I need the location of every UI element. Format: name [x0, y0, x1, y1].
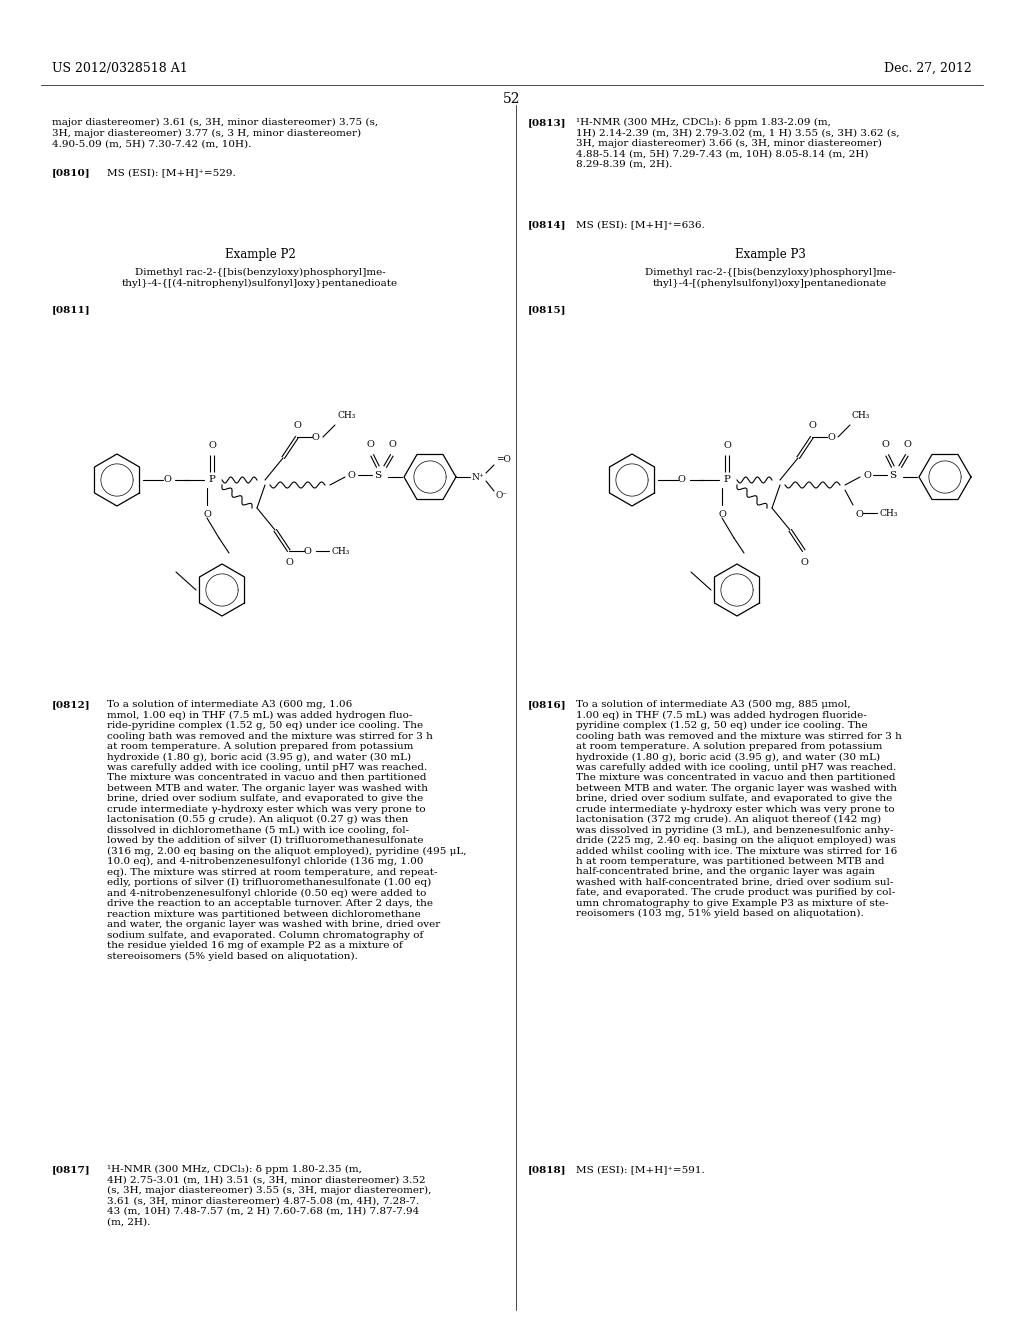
Text: [0817]: [0817]: [52, 1166, 91, 1173]
Text: O: O: [304, 546, 312, 556]
Text: 52: 52: [503, 92, 521, 106]
Text: [0816]: [0816]: [528, 700, 566, 709]
Text: MS (ESI): [M+H]⁺=591.: MS (ESI): [M+H]⁺=591.: [575, 1166, 705, 1173]
Text: Example P2: Example P2: [224, 248, 295, 261]
Text: CH₃: CH₃: [879, 508, 897, 517]
Text: [0812]: [0812]: [52, 700, 91, 709]
Text: MS (ESI): [M+H]⁺=636.: MS (ESI): [M+H]⁺=636.: [575, 220, 705, 228]
Text: S: S: [889, 470, 896, 479]
Text: O: O: [348, 470, 356, 479]
Text: CH₃: CH₃: [337, 411, 355, 420]
Text: [0811]: [0811]: [52, 305, 91, 314]
Text: ¹H-NMR (300 MHz, CDCl₃): δ ppm 1.83-2.09 (m,
1H) 2.14-2.39 (m, 3H) 2.79-3.02 (m,: ¹H-NMR (300 MHz, CDCl₃): δ ppm 1.83-2.09…: [575, 117, 899, 169]
Text: CH₃: CH₃: [331, 546, 349, 556]
Text: =O: =O: [496, 454, 511, 463]
Text: O: O: [388, 440, 396, 449]
Text: S: S: [374, 470, 381, 479]
Text: [0815]: [0815]: [528, 305, 566, 314]
Text: [0814]: [0814]: [528, 220, 566, 228]
Text: O: O: [808, 421, 816, 430]
Text: To a solution of intermediate A3 (500 mg, 885 μmol,
1.00 eq) in THF (7.5 mL) was: To a solution of intermediate A3 (500 mg…: [575, 700, 902, 919]
Text: Dimethyl rac-2-{[bis(benzyloxy)phosphoryl]me-
thyl}-4-[(phenylsulfonyl)oxy]penta: Dimethyl rac-2-{[bis(benzyloxy)phosphory…: [645, 268, 895, 288]
Text: O: O: [881, 440, 889, 449]
Text: O: O: [718, 510, 726, 519]
Text: [0810]: [0810]: [52, 168, 91, 177]
Text: O: O: [855, 510, 863, 519]
Text: Example P3: Example P3: [734, 248, 806, 261]
Text: major diastereomer) 3.61 (s, 3H, minor diastereomer) 3.75 (s,
3H, major diastere: major diastereomer) 3.61 (s, 3H, minor d…: [52, 117, 378, 148]
Text: O: O: [203, 510, 211, 519]
Text: [0818]: [0818]: [528, 1166, 566, 1173]
Text: O: O: [366, 440, 374, 449]
Text: O: O: [163, 475, 171, 484]
Text: N⁺: N⁺: [472, 473, 484, 482]
Text: O⁻: O⁻: [496, 491, 508, 499]
Text: US 2012/0328518 A1: US 2012/0328518 A1: [52, 62, 187, 75]
Text: O: O: [827, 433, 835, 441]
Text: To a solution of intermediate A3 (600 mg, 1.06
mmol, 1.00 eq) in THF (7.5 mL) wa: To a solution of intermediate A3 (600 mg…: [106, 700, 467, 961]
Text: O: O: [293, 421, 301, 430]
Text: Dimethyl rac-2-{[bis(benzyloxy)phosphoryl]me-
thyl}-4-{[(4-nitrophenyl)sulfonyl]: Dimethyl rac-2-{[bis(benzyloxy)phosphory…: [122, 268, 398, 288]
Text: O: O: [312, 433, 319, 441]
Text: O: O: [208, 441, 216, 450]
Text: CH₃: CH₃: [852, 411, 870, 420]
Text: Dec. 27, 2012: Dec. 27, 2012: [885, 62, 972, 75]
Text: O: O: [678, 475, 686, 484]
Text: MS (ESI): [M+H]⁺=529.: MS (ESI): [M+H]⁺=529.: [106, 168, 236, 177]
Text: O: O: [863, 470, 870, 479]
Text: ¹H-NMR (300 MHz, CDCl₃): δ ppm 1.80-2.35 (m,
4H) 2.75-3.01 (m, 1H) 3.51 (s, 3H, : ¹H-NMR (300 MHz, CDCl₃): δ ppm 1.80-2.35…: [106, 1166, 431, 1226]
Text: O: O: [903, 440, 911, 449]
Text: P: P: [724, 475, 730, 484]
Text: P: P: [209, 475, 215, 484]
Text: O: O: [723, 441, 731, 450]
Text: [0813]: [0813]: [528, 117, 566, 127]
Text: O: O: [285, 558, 293, 568]
Text: O: O: [800, 558, 808, 568]
